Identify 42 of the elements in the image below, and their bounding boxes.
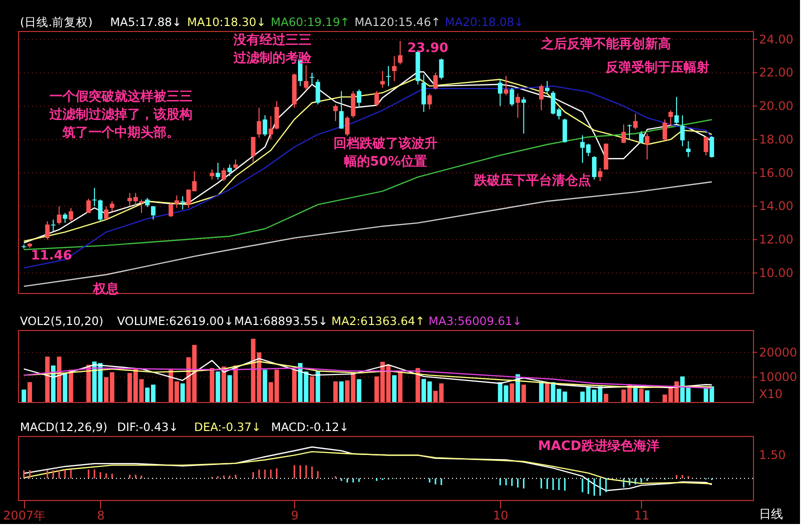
x-tick-label: 10 [493,508,508,522]
annotation: 反弹受制于压幅射 [604,60,710,76]
annotation: 一个假突破就这样被三三过滤制过滤掉了，该股构筑了一个中期头部。 [48,88,192,140]
y-tick-label: 18.00 [759,132,794,146]
annotation: 没有经过三三过滤制的考验 [232,33,312,66]
text: MA20:18.08↓ [444,15,524,29]
text: MA2:61363.64↑ [331,314,425,328]
y-tick-label: 22.00 [759,66,794,80]
text: MACD:-0.12↓ [271,420,349,434]
y-tick-label: 12.00 [759,232,794,247]
y-tick-label: 10000 [759,370,798,384]
x-tick-label: 8 [97,508,105,522]
annotation: 23.90 [407,41,448,56]
text: MA120:15.46↑ [354,15,441,29]
annotation: 11.46 [30,248,72,264]
text: DEA:-0.37↓ [194,420,262,434]
annotation: MACD跌进绿色海洋 [538,439,660,454]
text: MA1:68893.55↓ [234,314,328,328]
y-tick-label: 16.00 [759,166,794,180]
text: 1.50 [759,448,786,462]
text: DIF:-0.43↓ [117,420,178,434]
annotation: 跌破压下平台清仓点 [473,172,591,188]
text: VOLUME:62619.00↓ [117,314,234,328]
y-tick-label: 10.00 [759,266,794,280]
text: MA3:56009.61↓ [428,314,522,328]
y-tick-label: 24.00 [759,32,794,46]
text: MA10:18.30↓ [187,15,266,29]
y-tick-label: 20000 [759,345,798,360]
y-tick-label: 14.00 [759,199,794,214]
text: 日线 [759,507,783,521]
y-tick-label: 20.00 [759,99,794,114]
text: MA60:19.19↑ [270,15,350,29]
chart-title: MACD(12,26,9) [20,420,108,434]
x-tick-label: 9 [291,508,299,522]
x-tick-label: 2007年 [3,508,46,522]
chart-title: VOL2(5,10,20) [20,314,104,328]
text: X10 [759,387,782,401]
x-tick-label: 11 [634,508,650,522]
text: MA5:17.88↓ [110,15,182,29]
chart-title: (日线.前复权) [20,15,93,29]
annotation: 之后反弹不能再创新高 [540,36,671,52]
annotation: 回档跌破了该波升幅的50%位置 [334,136,438,170]
